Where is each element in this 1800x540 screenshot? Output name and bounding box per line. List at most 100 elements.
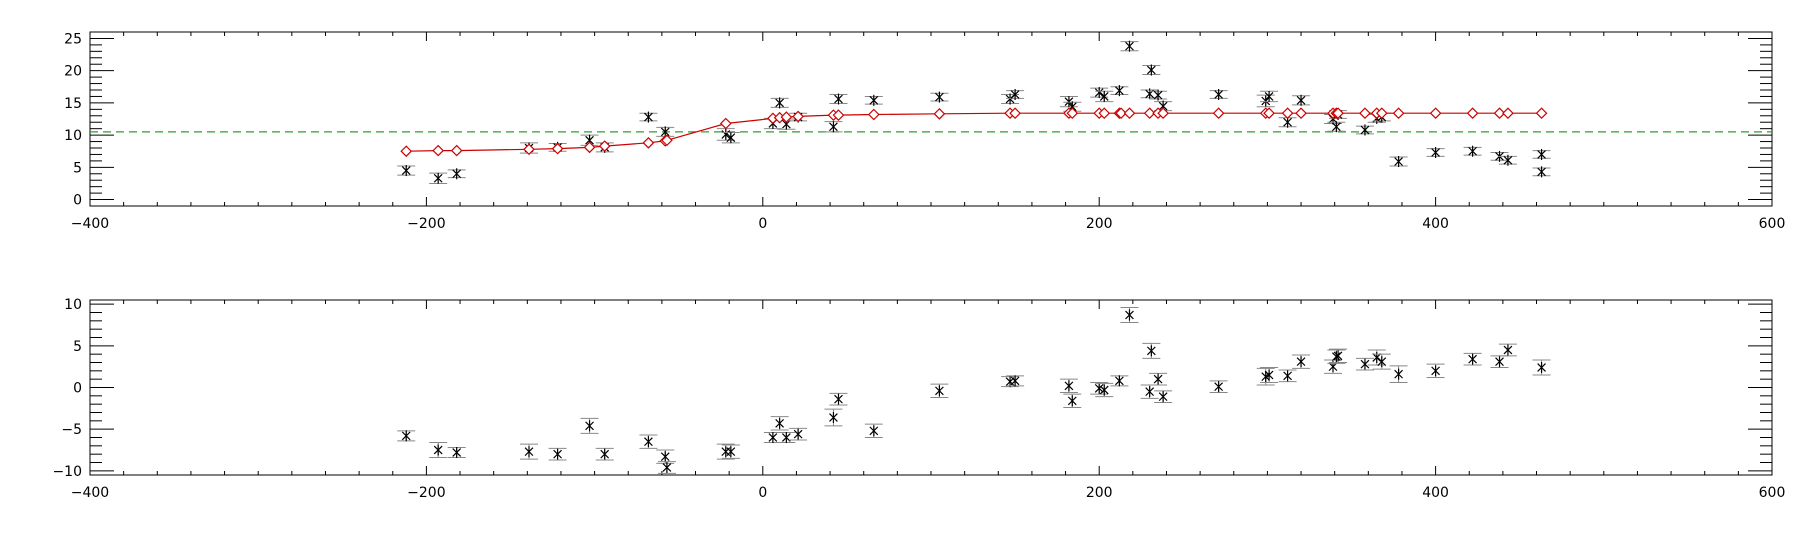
data-point-stroke [1328, 362, 1338, 372]
data-point-stroke [1099, 385, 1109, 395]
data-point-stroke [553, 449, 562, 459]
model-point [1066, 107, 1079, 120]
data-point-stroke [1094, 88, 1104, 97]
model-point [1009, 107, 1021, 120]
data-point [829, 412, 838, 423]
plot-frame [89, 299, 1773, 476]
data-point-stroke [1264, 92, 1274, 101]
data-point-stroke [401, 431, 411, 441]
x-tick-label: 0 [758, 485, 767, 501]
data-point [1537, 148, 1546, 160]
data-point [662, 462, 672, 473]
data-point [433, 172, 443, 184]
y-tick-label: 20 [64, 64, 82, 80]
data-point-stroke [644, 112, 653, 122]
data-point-stroke [1537, 363, 1546, 372]
data-point [1360, 124, 1370, 136]
x-tick-label: 400 [1422, 485, 1449, 501]
data-point [1064, 380, 1074, 392]
data-point [869, 425, 879, 437]
data-point [1377, 356, 1387, 368]
data-point-stroke [660, 452, 670, 462]
data-point [1261, 95, 1271, 107]
data-point [935, 385, 944, 397]
data-point-stroke [1125, 310, 1134, 320]
data-point [1537, 166, 1546, 178]
data-point [1125, 309, 1134, 321]
data-point-stroke [1537, 150, 1546, 159]
model-point [867, 108, 880, 121]
data-point-stroke [1296, 357, 1306, 367]
data-point [401, 430, 411, 442]
data-point-stroke [1146, 346, 1156, 356]
model-point [1123, 107, 1136, 120]
x-tick-label: −200 [407, 485, 445, 501]
data-point [1158, 391, 1168, 403]
y-tick-label: 0 [73, 193, 82, 209]
y-tick-label: 10 [64, 297, 82, 313]
data-point [1431, 147, 1440, 159]
data-point [829, 121, 838, 133]
model-point [792, 110, 804, 123]
data-point-stroke [660, 127, 670, 137]
data-point-stroke [1010, 90, 1020, 99]
data-point-stroke [1153, 90, 1163, 100]
model-point [832, 109, 845, 121]
data-point-stroke [721, 130, 731, 139]
model-point [1466, 107, 1479, 120]
data-point-stroke [1394, 369, 1403, 379]
data-point-stroke [1296, 95, 1306, 105]
model-point [551, 142, 564, 155]
data-point [834, 393, 843, 405]
data-point-stroke [1114, 376, 1124, 386]
data-point [600, 448, 610, 460]
data-point [1153, 373, 1163, 385]
x-tick-label: 600 [1759, 485, 1786, 501]
data-point [1333, 350, 1343, 362]
data-point [1094, 87, 1104, 99]
data-point [775, 417, 785, 429]
y-tick-label: −10 [52, 464, 82, 480]
data-point-stroke [1431, 148, 1440, 157]
data-point [660, 451, 670, 463]
y-tick-label: −5 [61, 422, 82, 438]
model-point [1392, 107, 1405, 120]
data-point-stroke [433, 445, 443, 455]
model-point [1157, 107, 1169, 120]
data-point-stroke [1372, 353, 1382, 362]
data-point [768, 432, 778, 443]
data-point [1153, 89, 1163, 101]
data-point [1296, 356, 1306, 368]
data-point [1503, 154, 1513, 166]
data-point-stroke [401, 166, 411, 175]
data-point-stroke [524, 447, 534, 457]
model-point [1535, 107, 1548, 120]
data-point [553, 448, 562, 460]
data-point-stroke [1261, 96, 1271, 106]
model-point [933, 107, 946, 120]
data-point [433, 444, 443, 456]
data-point [1125, 40, 1134, 52]
data-point-stroke [452, 169, 462, 179]
data-point [1099, 90, 1109, 102]
data-point-stroke [834, 394, 843, 404]
data-point-stroke [1158, 101, 1168, 111]
data-point-stroke [1264, 370, 1274, 380]
model-point [1375, 107, 1388, 120]
data-point [1495, 356, 1504, 368]
data-point-stroke [1331, 122, 1341, 132]
data-point-stroke [1214, 382, 1224, 392]
model-point [1502, 107, 1514, 120]
data-point-stroke [1067, 396, 1077, 406]
data-point [781, 432, 791, 443]
x-tick-label: 600 [1759, 216, 1786, 232]
data-point-stroke [1537, 167, 1546, 177]
data-point-stroke [1146, 65, 1156, 75]
data-point-stroke [1099, 92, 1109, 101]
data-point [834, 93, 843, 105]
data-point [1114, 375, 1124, 387]
data-point-stroke [869, 95, 879, 105]
data-point [775, 97, 785, 109]
data-point [585, 420, 594, 432]
data-point-stroke [869, 426, 879, 436]
